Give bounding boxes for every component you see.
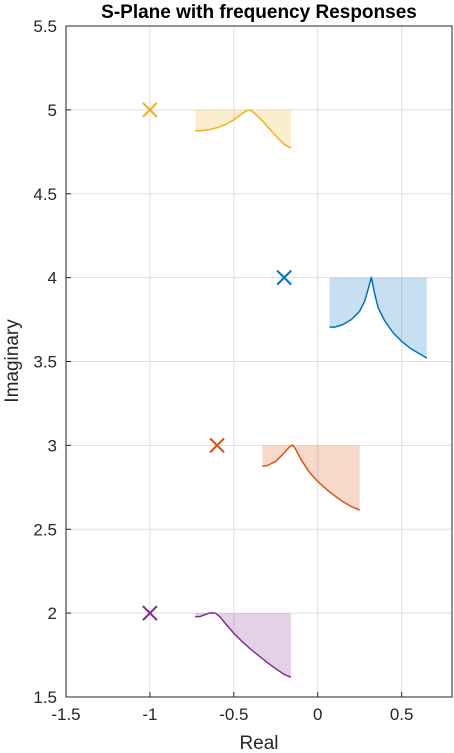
pole-marker	[276, 269, 292, 286]
x-tick-label: -0.5	[219, 705, 248, 724]
x-tick-label: 0.5	[390, 705, 414, 724]
x-axis-label: Real	[239, 733, 278, 753]
y-tick-label: 2.5	[33, 520, 57, 539]
y-tick-label: 1.5	[33, 688, 57, 707]
y-axis-label: Imaginary	[2, 319, 23, 403]
grid	[65, 25, 452, 698]
x-tick-label: -1	[142, 705, 157, 724]
y-tick-label: 5.5	[33, 17, 57, 36]
y-tick-label: 3	[48, 436, 57, 455]
response-fill	[195, 612, 291, 678]
x-tick-labels: -1.5 -1 -0.5 0 0.5	[51, 705, 413, 724]
y-tick-labels: 1.5 2 2.5 3 3.5 4 4.5 5 5.5	[33, 17, 57, 707]
response-fills	[195, 109, 427, 678]
axis-ticks	[65, 25, 403, 698]
pole-markers	[142, 102, 292, 621]
response-curve	[262, 444, 360, 511]
x-tick-label: -1.5	[51, 705, 80, 724]
response-fill	[329, 277, 427, 359]
y-tick-label: 4.5	[33, 185, 57, 204]
y-tick-label: 4	[48, 269, 57, 288]
response-fill	[195, 109, 291, 149]
pole-cross-stroke	[142, 102, 158, 118]
pole-cross-stroke	[209, 437, 225, 454]
pole-cross-stroke	[276, 269, 292, 286]
y-tick-label: 5	[48, 101, 57, 120]
response-curve	[195, 612, 292, 678]
pole-marker	[209, 437, 225, 454]
pole-marker	[142, 605, 158, 621]
response-curve	[329, 276, 428, 359]
response-curve	[195, 109, 292, 149]
response-fill	[262, 445, 360, 510]
chart-title: S-Plane with frequency Responses	[101, 2, 417, 23]
x-tick-label: 0	[313, 705, 322, 724]
y-tick-label: 3.5	[33, 353, 57, 372]
pole-cross-stroke	[142, 605, 158, 621]
y-tick-label: 2	[48, 604, 57, 623]
response-curves	[195, 109, 428, 678]
pole-marker	[142, 102, 158, 118]
